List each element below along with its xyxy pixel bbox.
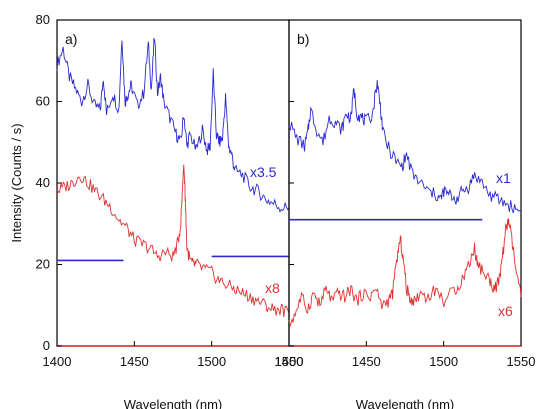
x-axis-title-b: Wavelength (nm): [356, 397, 455, 409]
x-tick-label-a-1450: 1450: [120, 354, 149, 369]
panel-a-label: a): [65, 31, 77, 47]
x-tick-label-a-1550: 1550: [275, 354, 304, 369]
x-tick-label-a-1500: 1500: [197, 354, 226, 369]
x-tick-label-b-1550: 1550: [507, 354, 536, 369]
series-line-a-0: [56, 37, 290, 213]
x-tick-label-b-1500: 1500: [429, 354, 458, 369]
x-tick-label-b-1400: 1400: [275, 354, 304, 369]
x-tick-label-b-1450: 1450: [352, 354, 381, 369]
annotation-x3-5: x3.5: [250, 164, 277, 180]
panel-a: 1400 1450 1500 1550 0 20 40 60 80 a) x3.5 x8 Wav…: [9, 12, 303, 409]
y-tick-label-80: 80: [36, 12, 50, 27]
panel-b-series: [288, 79, 522, 347]
panel-a-frame: [56, 19, 290, 347]
annotation-x1: x1: [496, 170, 511, 186]
x-axis-title-a: Wavelength (nm): [124, 397, 223, 409]
panel-a-ticks: 1400 1450 1500 1550 0 20 40 60 80: [36, 12, 304, 369]
y-axis-title: Intensity (Counts / s): [9, 123, 24, 242]
series-line-b-2: [288, 218, 522, 327]
y-tick-label-20: 20: [36, 257, 50, 272]
panel-b-ticks: 1400 1450 1500 1550: [275, 19, 536, 369]
y-tick-label-0: 0: [43, 338, 50, 353]
panel-b: 1400 1450 1500 1550 b) x1 x6 Wavelength (nm…: [275, 19, 536, 409]
panel-a-series: [56, 37, 290, 347]
x-tick-label-a-1400: 1400: [43, 354, 72, 369]
annotation-x6: x6: [498, 303, 513, 319]
series-line-a-3: [56, 164, 290, 318]
y-tick-label-40: 40: [36, 175, 50, 190]
y-tick-label-60: 60: [36, 94, 50, 109]
panel-b-label: b): [297, 31, 309, 47]
panel-b-frame: [288, 19, 522, 347]
annotation-x8: x8: [265, 280, 280, 296]
series-line-b-0: [288, 79, 522, 214]
